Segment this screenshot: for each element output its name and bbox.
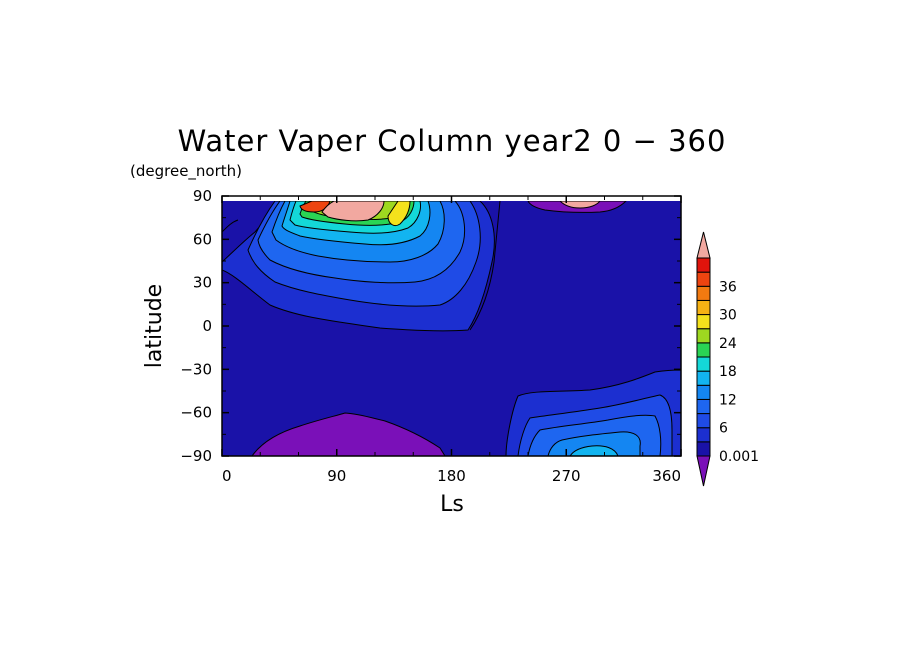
y-tick-label: 60 (193, 230, 212, 248)
region-northern-band-level-27 (387, 201, 411, 227)
x-tick-label: 270 (552, 467, 581, 485)
colorbar-box (696, 413, 711, 429)
colorbar-box (696, 314, 711, 330)
colorbar-tick-label: 36 (719, 279, 737, 295)
x-tick-label: 0 (222, 467, 232, 485)
x-tick-label: 90 (327, 467, 346, 485)
colorbar-box (696, 328, 711, 344)
colorbar-box (696, 370, 711, 386)
y-axis: 90 60 30 0 −30 −60 −90 (180, 187, 681, 465)
y-axis-label: latitude (142, 284, 167, 368)
region-southern-polar-dry (251, 412, 446, 456)
colorbar-tick-label: 30 (719, 308, 737, 324)
colorbar-box (696, 285, 711, 301)
colorbar-box (696, 427, 711, 443)
x-axis-label: Ls (440, 492, 464, 517)
colorbar-box (696, 384, 711, 400)
region-northern-polar-cap-late-max (559, 201, 601, 209)
colorbar-tick-label: 12 (719, 392, 737, 408)
x-tick-label: 180 (437, 467, 466, 485)
y-tick-label: −30 (180, 360, 212, 378)
chart-title: Water Vaper Column year2 0 − 360 (178, 124, 727, 158)
colorbar-tick-label: 18 (719, 364, 737, 380)
region-southern-band-level-15 (569, 445, 619, 456)
contour-equatorial (469, 201, 501, 331)
colorbar-under-triangle (696, 455, 711, 487)
y-tick-label: −90 (180, 447, 212, 465)
colorbar-over-triangle (696, 231, 711, 259)
y-tick-label: 90 (193, 187, 212, 205)
region-northern-band-level-36 (321, 201, 385, 222)
colorbar-box (696, 342, 711, 358)
x-axis: 0 90 180 270 360 (221, 196, 682, 485)
y-tick-label: 30 (193, 274, 212, 292)
colorbar-tick-label: 6 (719, 421, 728, 437)
colorbar-box (696, 271, 711, 287)
units-label: (degree_north) (130, 162, 242, 181)
colorbar-box (696, 356, 711, 372)
colorbar-tick-label: 24 (719, 336, 737, 352)
y-tick-label: 0 (202, 317, 212, 335)
region-northern-band-level-33 (299, 201, 331, 213)
colorbar: 0.001 6 12 18 24 30 36 (696, 231, 759, 487)
x-tick-label: 360 (652, 467, 681, 485)
colorbar-box (696, 299, 711, 316)
y-tick-label: −60 (180, 404, 212, 422)
contour-northern-outer (222, 219, 239, 233)
plot-area: 0 90 180 270 360 90 60 30 0 −30 −60 −90 (180, 187, 682, 485)
colorbar-box (696, 441, 711, 457)
region-southern-band-level-12 (547, 431, 641, 456)
colorbar-tick-label: 0.001 (719, 449, 759, 465)
colorbar-box (696, 398, 711, 415)
colorbar-box (696, 257, 711, 273)
